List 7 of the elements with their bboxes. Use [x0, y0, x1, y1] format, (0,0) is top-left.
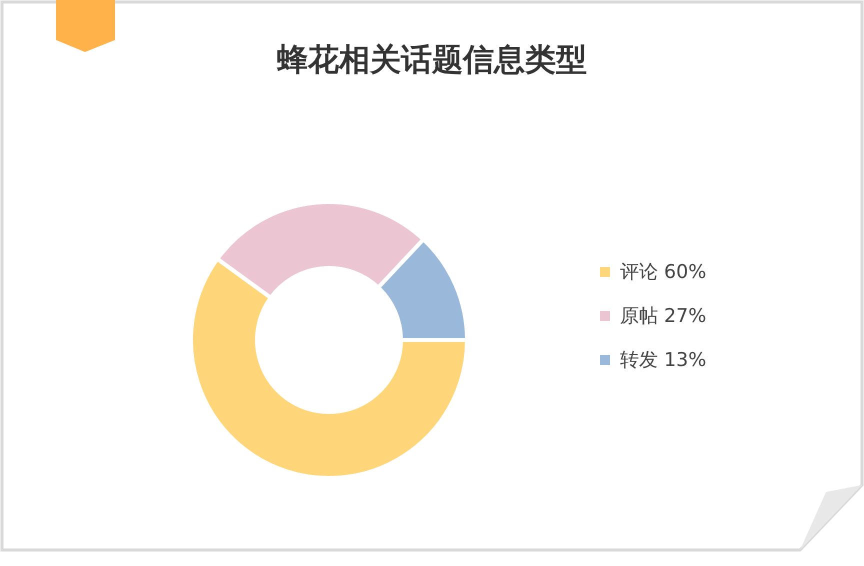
chart-title: 蜂花相关话题信息类型 [276, 42, 587, 78]
legend-label: 原帖 [620, 305, 658, 327]
data-label: 60% [664, 261, 706, 283]
data-label: 27% [664, 305, 706, 327]
legend-label: 转发 [620, 349, 658, 371]
data-label: 13% [664, 349, 706, 371]
legend-label: 评论 [620, 261, 658, 283]
